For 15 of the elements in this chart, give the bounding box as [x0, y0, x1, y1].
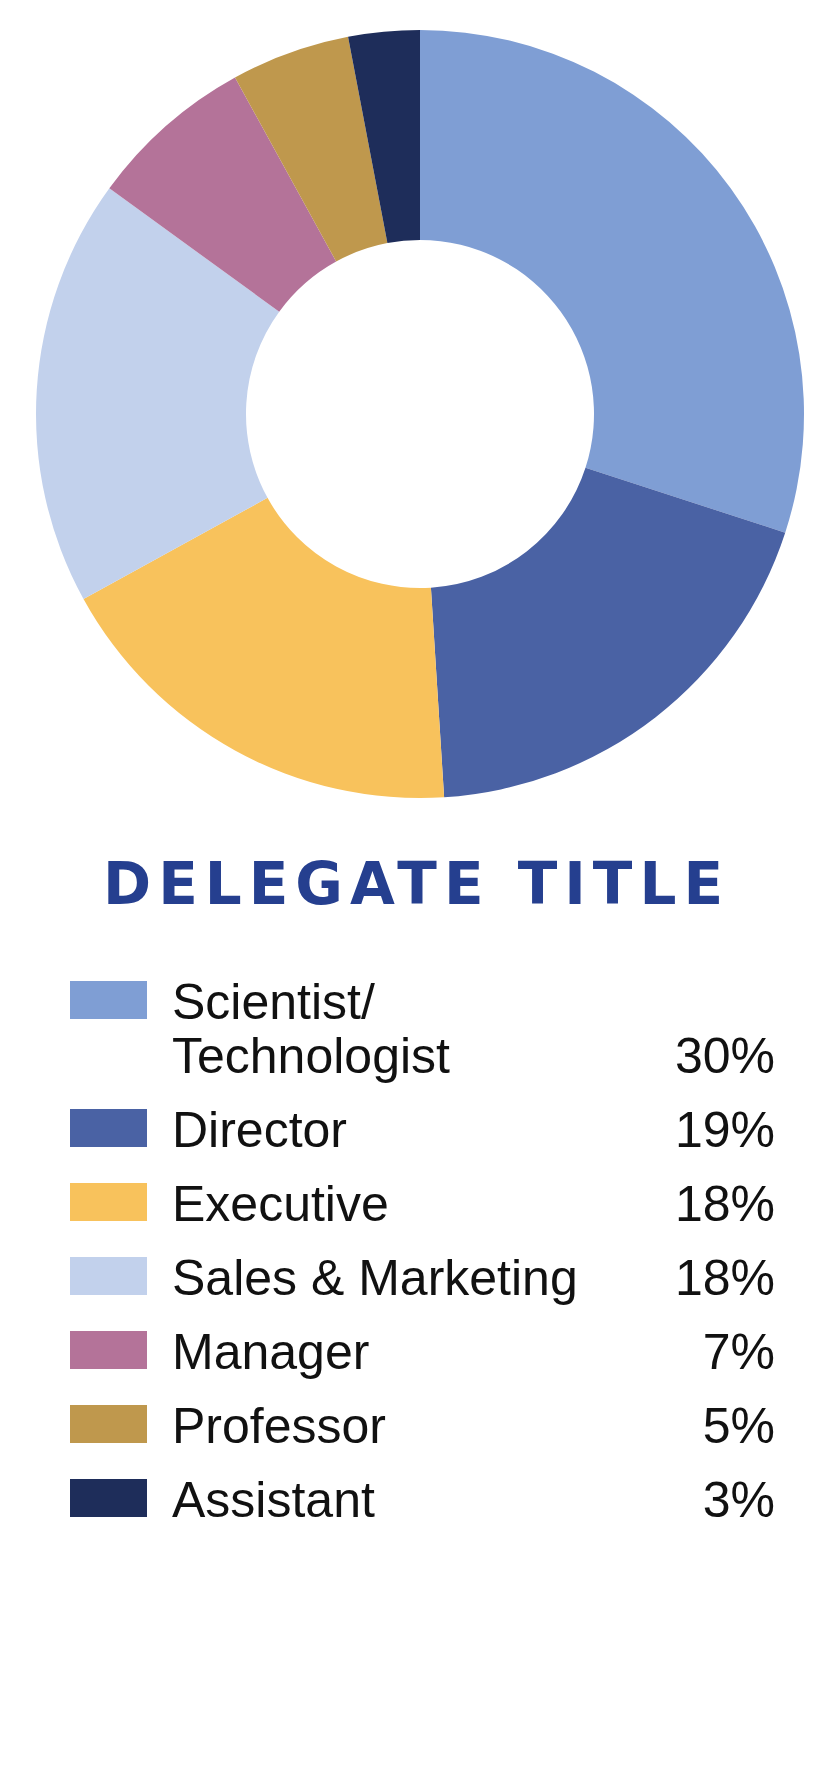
- legend-label: Assistant: [172, 1472, 376, 1528]
- legend-label: Executive: [172, 1176, 390, 1232]
- text: DELEGATE TITLE: [102, 850, 731, 918]
- data-label: 18%: [674, 1250, 775, 1306]
- legend-label: Director: [172, 1102, 349, 1158]
- data-label: 3%: [702, 1472, 775, 1528]
- data-label: 5%: [702, 1398, 775, 1454]
- legend-label: Manager: [172, 1324, 371, 1380]
- legend-label: Sales & Marketing: [172, 1250, 579, 1306]
- legend-label: Scientist/Technologist: [172, 974, 451, 1084]
- data-label: 19%: [674, 1102, 775, 1158]
- data-label: 30%: [674, 1028, 775, 1084]
- data-label: 7%: [702, 1324, 775, 1380]
- data-label: 18%: [674, 1176, 775, 1232]
- legend-label: Professor: [172, 1398, 387, 1454]
